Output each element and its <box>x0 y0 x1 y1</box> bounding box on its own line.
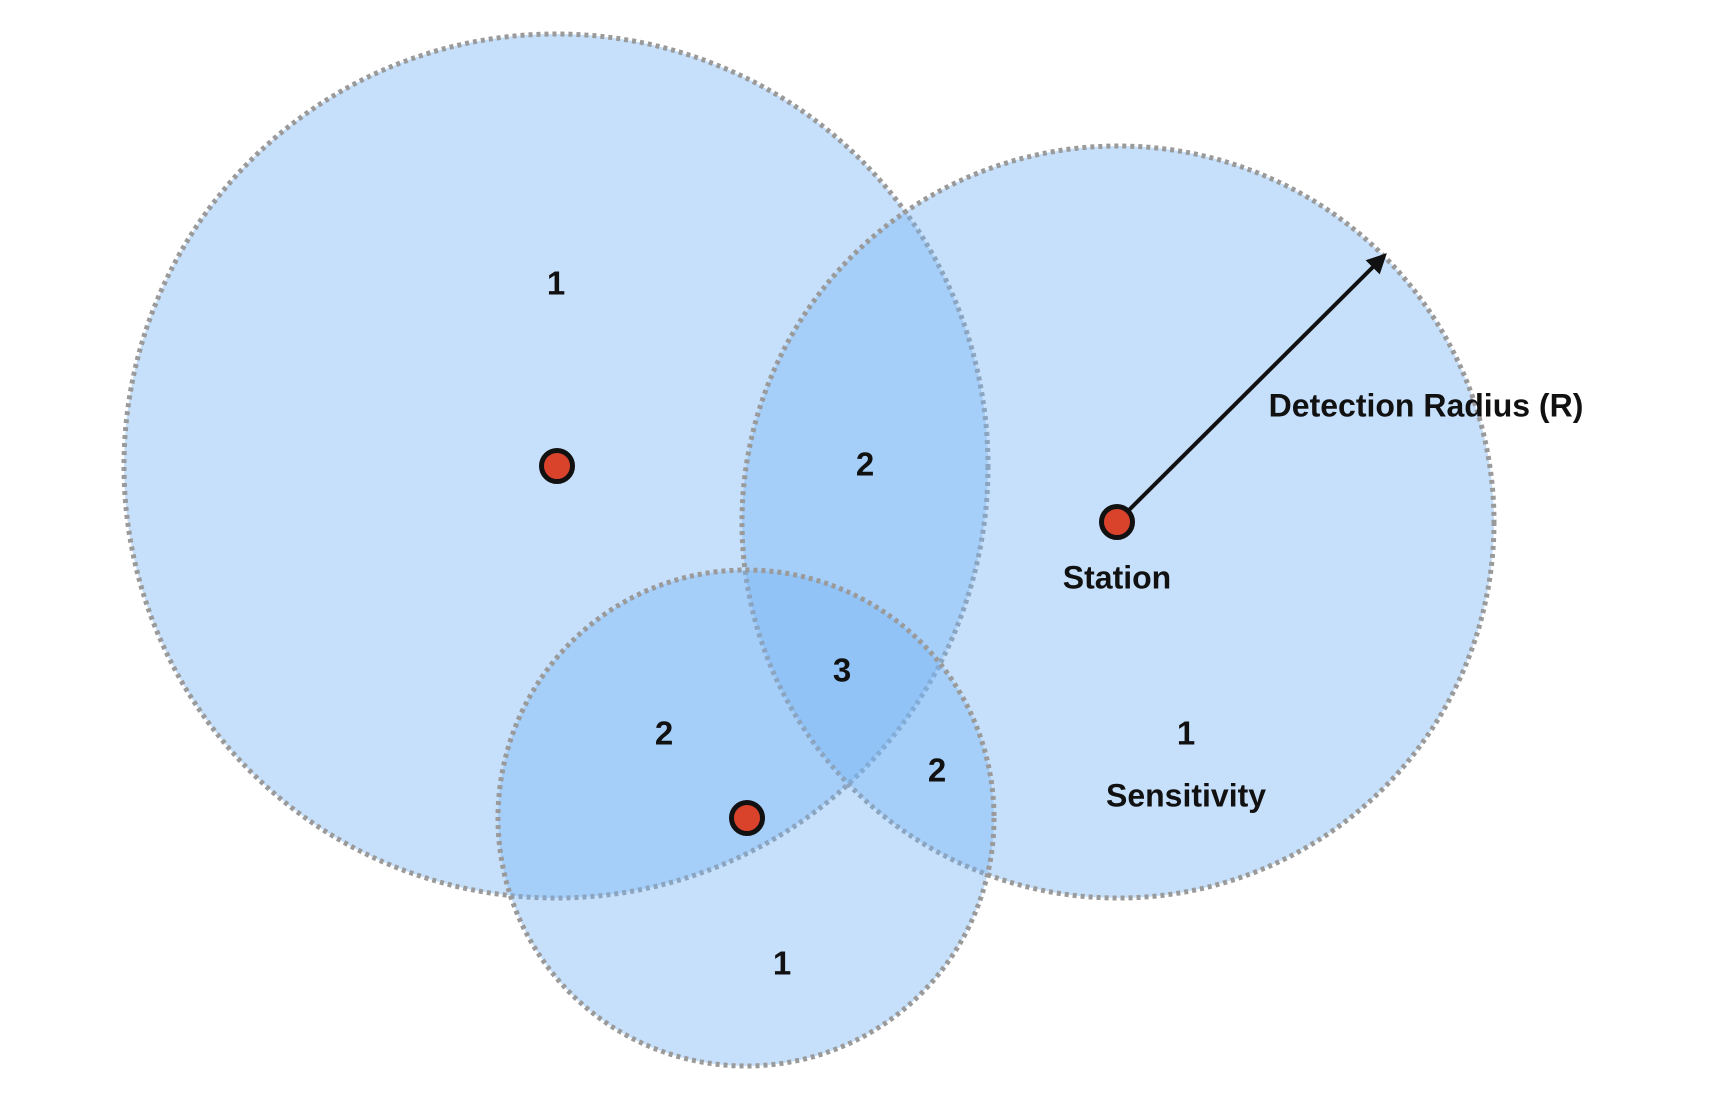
radius-arrow-line <box>1125 253 1387 514</box>
right-only-count: 1 <box>1177 715 1195 752</box>
region-count-labels: 1 2 3 2 2 1 1 <box>547 265 1195 982</box>
detection-radius-label: Detection Radius (R) <box>1269 387 1584 423</box>
detection-radius-arrow <box>1125 253 1387 514</box>
right-bottom-overlap-count: 2 <box>928 752 946 789</box>
station-label: Station <box>1063 559 1171 595</box>
bottom-station-dot <box>729 800 765 836</box>
coverage-circles <box>121 31 1497 1069</box>
left-bottom-overlap-count: 2 <box>655 715 673 752</box>
annotation-labels: Station Detection Radius (R) Sensitivity <box>1063 387 1584 813</box>
bottom-only-count: 1 <box>773 945 791 982</box>
stations <box>539 448 1135 836</box>
left-right-overlap-count: 2 <box>856 446 874 483</box>
sensitivity-label: Sensitivity <box>1106 777 1266 813</box>
left-station-dot <box>539 448 575 484</box>
right-station-dot <box>1099 504 1135 540</box>
all-three-overlap-count: 3 <box>833 652 851 689</box>
left-only-count: 1 <box>547 265 565 302</box>
